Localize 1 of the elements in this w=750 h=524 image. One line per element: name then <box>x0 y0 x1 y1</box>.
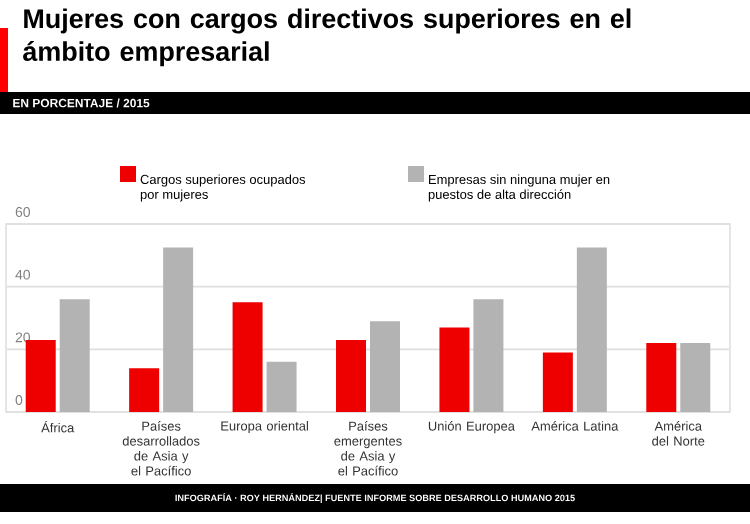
chart-title: Mujeres con cargos directivos superiores en el ámbito empresarial <box>23 8 631 67</box>
